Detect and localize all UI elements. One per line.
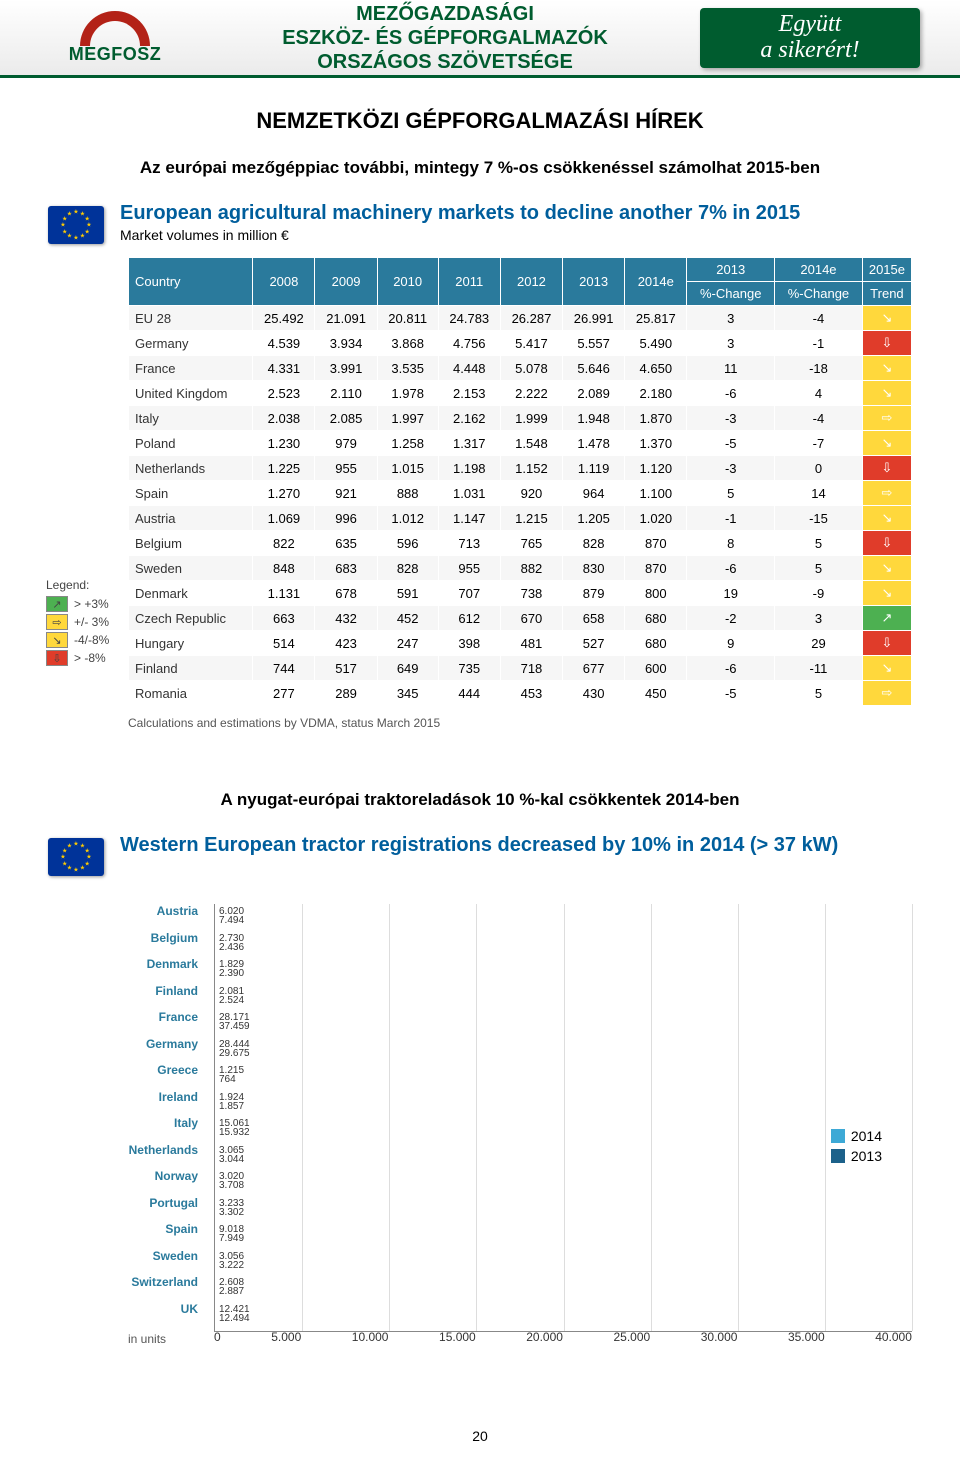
table-row: United Kingdom 2.5232.1101.978 2.1532.22… xyxy=(129,381,912,406)
col-header-sub: %-Change xyxy=(687,282,775,306)
page-title: NEMZETKÖZI GÉPFORGALMAZÁSI HÍREK xyxy=(48,108,912,134)
page-number: 20 xyxy=(48,1428,912,1444)
table-row: Austria 1.0699961.012 1.1471.2151.205 1.… xyxy=(129,506,912,531)
table-row: Denmark 1.131678591 707738879 80019-9 ↘ xyxy=(129,581,912,606)
figure2-title: Western European tractor registrations d… xyxy=(120,834,838,857)
x-tick-label: 25.000 xyxy=(613,1330,650,1344)
y-axis-label: Netherlands xyxy=(124,1137,204,1164)
section2-subtitle: A nyugat-európai traktoreladások 10 %-ka… xyxy=(48,790,912,810)
table-row: Czech Republic 663432452 612670658 680-2… xyxy=(129,606,912,631)
y-axis-label: Denmark xyxy=(124,951,204,978)
eu-flag-icon: ★★★★★★★★★★★★ xyxy=(48,206,104,244)
table-row: Germany 4.5393.9343.868 4.7565.4175.557 … xyxy=(129,331,912,356)
col-header: 2011 xyxy=(438,258,500,306)
table-row: Poland 1.2309791.258 1.3171.5481.478 1.3… xyxy=(129,431,912,456)
y-axis-label: Finland xyxy=(124,978,204,1005)
header-center-text: MEZŐGAZDASÁGI ESZKÖZ- ÉS GÉPFORGALMAZÓK … xyxy=(190,2,700,74)
x-tick-label: 20.000 xyxy=(526,1330,563,1344)
table-row: Hungary 514423247 398481527 680929 ⇩ xyxy=(129,631,912,656)
y-axis-label: Norway xyxy=(124,1163,204,1190)
col-header-group: 2015e xyxy=(862,258,911,282)
col-header: 2008 xyxy=(253,258,315,306)
table-row: Sweden 848683828 955882830 870-65 ↘ xyxy=(129,556,912,581)
col-header: 2009 xyxy=(315,258,377,306)
y-axis-label: Greece xyxy=(124,1057,204,1084)
logo-text: MEGFOSZ xyxy=(69,44,162,65)
calc-note: Calculations and estimations by VDMA, st… xyxy=(128,716,912,730)
y-axis-label: Switzerland xyxy=(124,1269,204,1296)
table-row: Belgium 822635596 713765828 87085 ⇩ xyxy=(129,531,912,556)
chart-legend-item: 2013 xyxy=(831,1148,882,1164)
market-table: Country2008200920102011201220132014e2013… xyxy=(128,257,912,706)
x-tick-label: 30.000 xyxy=(701,1330,738,1344)
trend-legend: Legend: ↗> +3%⇨+/- 3%↘-4/-8%⇩> -8% xyxy=(46,578,109,668)
y-axis-label: Austria xyxy=(124,898,204,925)
x-tick-label: 0 xyxy=(214,1330,221,1344)
x-tick-label: 35.000 xyxy=(788,1330,825,1344)
table-row: Italy 2.0382.0851.997 2.1621.9991.948 1.… xyxy=(129,406,912,431)
header-badge: Együtt a sikerért! xyxy=(700,8,920,68)
y-axis-label: Ireland xyxy=(124,1084,204,1111)
col-header-group: 2014e xyxy=(775,258,863,282)
y-axis-label: Italy xyxy=(124,1110,204,1137)
x-tick-label: 10.000 xyxy=(352,1330,389,1344)
table-row: EU 28 25.49221.09120.811 24.78326.28726.… xyxy=(129,306,912,331)
chart-legend-item: 2014 xyxy=(831,1128,882,1144)
col-header-group: 2013 xyxy=(687,258,775,282)
col-header-sub: Trend xyxy=(862,282,911,306)
table-row: Netherlands 1.2259551.015 1.1981.1521.11… xyxy=(129,456,912,481)
eu-flag-icon: ★★★★★★★★★★★★ xyxy=(48,838,104,876)
col-header: 2014e xyxy=(625,258,687,306)
col-header-sub: %-Change xyxy=(775,282,863,306)
table-row: Finland 744517649 735718677 600-6-11 ↘ xyxy=(129,656,912,681)
logo-arc-icon xyxy=(80,11,150,46)
table-row: Romania 277289345 444453430 450-55 ⇨ xyxy=(129,681,912,706)
x-tick-label: 5.000 xyxy=(271,1330,301,1344)
col-header: 2010 xyxy=(377,258,438,306)
y-axis-label: France xyxy=(124,1004,204,1031)
y-axis-label: Germany xyxy=(124,1031,204,1058)
figure1-title: European agricultural machinery markets … xyxy=(120,202,800,225)
y-axis-label: Sweden xyxy=(124,1243,204,1270)
y-axis-label: Spain xyxy=(124,1216,204,1243)
in-units-label: in units xyxy=(128,1332,166,1346)
col-header: Country xyxy=(129,258,253,306)
y-axis-label: UK xyxy=(124,1296,204,1323)
table-row: France 4.3313.9913.535 4.4485.0785.646 4… xyxy=(129,356,912,381)
col-header: 2013 xyxy=(563,258,625,306)
x-tick-label: 40.000 xyxy=(875,1330,912,1344)
page-header: MEGFOSZ MEZŐGAZDASÁGI ESZKÖZ- ÉS GÉPFORG… xyxy=(0,0,960,78)
x-tick-label: 15.000 xyxy=(439,1330,476,1344)
section-market-decline: Az európai mezőgéppiac további, mintegy … xyxy=(48,158,912,730)
y-axis-label: Portugal xyxy=(124,1190,204,1217)
chart-legend: 2014 2013 xyxy=(831,1128,882,1168)
section1-subtitle: Az európai mezőgéppiac további, mintegy … xyxy=(48,158,912,178)
bar-chart: AustriaBelgiumDenmarkFinlandFranceGerman… xyxy=(128,898,912,1378)
col-header: 2012 xyxy=(500,258,562,306)
section-tractor-registrations: A nyugat-európai traktoreladások 10 %-ka… xyxy=(48,790,912,1378)
y-axis-label: Belgium xyxy=(124,925,204,952)
figure1-subtitle: Market volumes in million € xyxy=(120,227,800,243)
logo: MEGFOSZ xyxy=(40,11,190,65)
table-row: Spain 1.270921888 1.031920964 1.100514 ⇨ xyxy=(129,481,912,506)
